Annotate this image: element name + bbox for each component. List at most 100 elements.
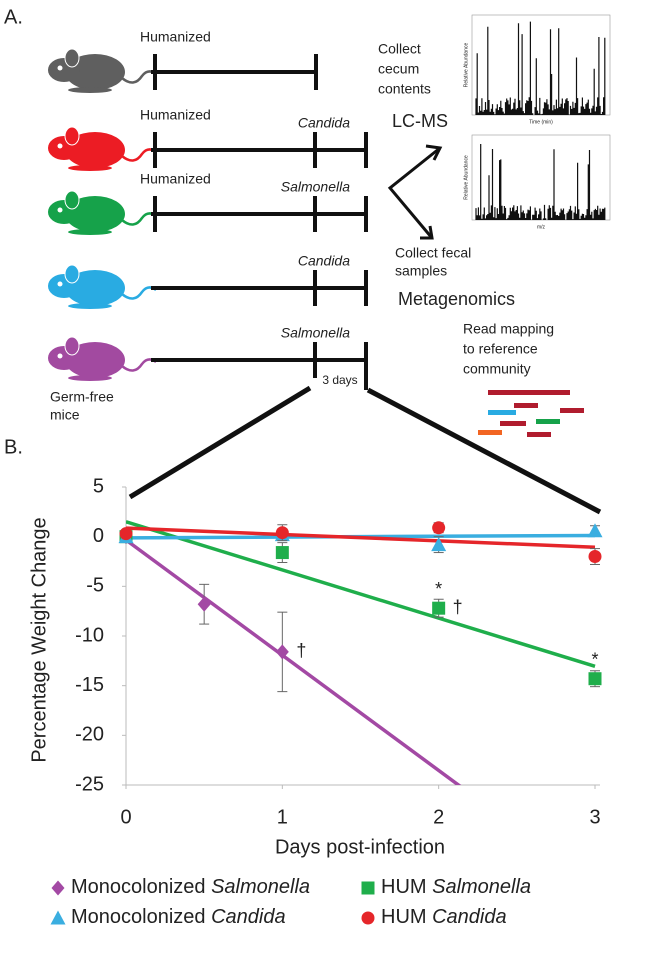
mouse-eye <box>57 281 63 287</box>
legend-label: HUM Candida <box>381 906 507 928</box>
mouse-ear <box>64 264 80 284</box>
mouse <box>48 48 157 93</box>
x-tick-label: 3 <box>589 806 600 828</box>
read-bar <box>488 410 516 415</box>
y-tick-label: -10 <box>75 624 104 646</box>
read-bar <box>560 408 584 413</box>
y-tick-label: -20 <box>75 724 104 746</box>
spectrum-peaks <box>475 144 606 220</box>
mouse <box>48 126 157 171</box>
spectrum-peaks <box>475 21 606 115</box>
read-bar <box>536 419 560 424</box>
marker <box>275 546 289 560</box>
plot: 5 0 -5 -10 -15 -20 -25 0 1 2 3 † * † * Monocolonized Sa… <box>50 475 603 928</box>
annotation: community <box>463 361 531 377</box>
spectrum-x-label: m/z <box>537 224 546 230</box>
x-axis-title: Days post-infection <box>275 836 445 858</box>
mouse-tail <box>121 286 157 300</box>
trend-line <box>126 538 462 785</box>
annotation: to reference <box>463 341 538 357</box>
mouse-body <box>65 54 125 90</box>
mouse-eye <box>57 207 63 213</box>
method-label: Metagenomics <box>398 289 515 309</box>
annotation: Germ-free <box>50 389 114 405</box>
trend-line <box>126 520 596 668</box>
mouse-eye <box>57 353 63 359</box>
mouse-feet <box>68 165 112 171</box>
significance-note: † <box>296 641 306 661</box>
spectrum: Relative Abundance Time (min) <box>463 14 611 125</box>
marker <box>275 526 289 540</box>
mouse-tail <box>121 70 157 84</box>
mouse-body <box>65 132 125 168</box>
group-label: Humanized <box>140 107 211 123</box>
read-bar <box>514 403 538 408</box>
annotation: Read mapping <box>463 321 554 337</box>
mouse <box>48 190 157 235</box>
marker <box>432 521 446 535</box>
annotation: samples <box>395 263 447 279</box>
mouse <box>48 264 157 309</box>
annotation: Collect fecal <box>395 245 471 261</box>
annotation: Collect <box>378 41 421 57</box>
panel-label: A. <box>4 6 23 28</box>
significance-note: * <box>435 579 442 599</box>
mouse-eye <box>57 65 63 71</box>
marker <box>275 644 289 660</box>
mouse-eye <box>57 143 63 149</box>
pathogen-label: Salmonella <box>281 325 350 341</box>
mouse-ear <box>64 126 80 146</box>
legend-marker <box>50 910 66 925</box>
arrow-head <box>420 225 434 240</box>
read-bar <box>488 390 570 395</box>
mouse-body <box>65 196 125 232</box>
spectrum-y-label: Relative Abundance <box>463 43 469 88</box>
y-tick-label: 0 <box>93 525 104 547</box>
mouse-feet <box>68 229 112 235</box>
zoom-line <box>128 385 312 500</box>
mouse-body <box>65 270 125 306</box>
annotation: mice <box>50 407 80 423</box>
mouse <box>48 336 157 381</box>
pathogen-label: Candida <box>298 115 350 131</box>
mouse-feet <box>68 375 112 381</box>
pathogen-label: Salmonella <box>281 179 350 195</box>
group-label: Humanized <box>140 29 211 45</box>
y-tick-label: -5 <box>86 575 104 597</box>
annotation: contents <box>378 81 431 97</box>
y-tick-label: -15 <box>75 674 104 696</box>
group-label: Humanized <box>140 171 211 187</box>
legend-marker <box>51 880 65 896</box>
arrow-head <box>425 144 443 161</box>
panel-label: B. <box>4 436 23 458</box>
mouse-tail <box>121 212 157 226</box>
marker <box>587 523 603 538</box>
diagram: Humanized Humanized Candida Humanized Salmon… <box>48 14 611 437</box>
y-tick-label: -25 <box>75 773 104 795</box>
marker <box>588 550 602 564</box>
zoom-line <box>366 387 602 515</box>
duration-label: 3 days <box>322 373 357 387</box>
pathogen-label: Candida <box>298 253 350 269</box>
legend-label: Monocolonized Salmonella <box>71 876 310 898</box>
legend-marker <box>361 911 375 925</box>
y-tick-label: 5 <box>93 475 104 497</box>
significance-note: * <box>591 649 598 669</box>
x-tick-label: 1 <box>277 806 288 828</box>
mouse-ear <box>64 336 80 356</box>
spectrum-y-label: Relative Abundance <box>463 155 469 200</box>
mouse-feet <box>68 303 112 309</box>
annotation: cecum <box>378 61 419 77</box>
method-label: LC-MS <box>392 111 448 131</box>
x-tick-label: 2 <box>433 806 444 828</box>
legend-label: Monocolonized Candida <box>71 906 286 928</box>
read-bar <box>527 432 551 437</box>
arrow <box>387 146 441 239</box>
spectrum: Relative Abundance m/z <box>463 134 611 230</box>
spectrum-x-label: Time (min) <box>529 119 553 125</box>
read-bar <box>500 421 526 426</box>
mouse-feet <box>68 87 112 93</box>
marker <box>119 527 133 541</box>
significance-note: † <box>453 597 463 617</box>
